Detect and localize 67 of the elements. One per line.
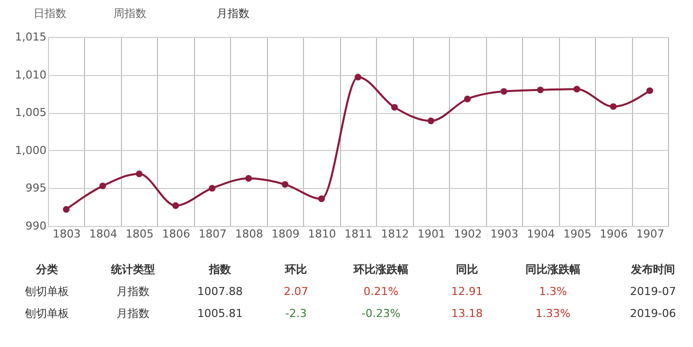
point: [318, 195, 325, 202]
text: 日指数: [34, 7, 66, 20]
point: [610, 103, 617, 110]
x-tick-label: 1809: [272, 228, 300, 240]
text: 12.91: [451, 285, 483, 298]
point: [354, 74, 362, 80]
text: 分类: [35, 263, 58, 276]
x-tick-label: 1805: [126, 228, 154, 240]
point: [245, 175, 252, 182]
text: 刨切单板: [25, 307, 69, 320]
y-tick-label: 1,010: [15, 68, 46, 82]
point: [573, 86, 580, 93]
point: [136, 170, 143, 178]
point: [172, 202, 179, 209]
text: 环比: [284, 263, 307, 276]
x-tick-label: 1804: [89, 228, 118, 240]
y-tick-label: 990: [26, 220, 46, 232]
text: 13.18: [451, 307, 483, 320]
point: [62, 206, 70, 213]
point: [428, 118, 434, 124]
point: [99, 182, 106, 190]
point: [391, 104, 398, 111]
text: 统计类型: [110, 263, 155, 276]
x-tick-label: 1808: [235, 228, 264, 240]
text: 1.3%: [539, 285, 567, 298]
y-tick-label: 1,015: [15, 30, 46, 44]
text: -0.23%: [362, 307, 400, 320]
text: 月指数: [216, 7, 250, 20]
text: 周指数: [114, 7, 146, 20]
point: [208, 184, 216, 192]
text: 2019-07: [630, 285, 676, 298]
x-tick-label: 1803: [52, 228, 81, 240]
x-tick-label: 1906: [600, 228, 628, 240]
y-tick-label: 1,005: [15, 106, 46, 120]
y-tick-label: 1,000: [15, 144, 46, 157]
text: 2019-06: [630, 307, 676, 320]
text: 1.33%: [536, 307, 570, 320]
x-tick-label: 1902: [454, 228, 482, 240]
x-tick-label: 1901: [417, 228, 446, 240]
x-tick-label: 1903: [490, 228, 518, 240]
point: [646, 87, 654, 94]
text: 1007.88: [197, 285, 243, 298]
text: 刨切单板: [25, 285, 69, 298]
x-tick-label: 1812: [380, 228, 409, 240]
text: 0.21%: [364, 285, 398, 298]
x-tick-label: 1806: [162, 228, 190, 240]
text: 指数: [208, 263, 232, 276]
text: 月指数: [116, 285, 150, 298]
point: [464, 96, 471, 102]
x-tick-label: 1810: [308, 228, 336, 240]
x-tick-label: 1905: [563, 228, 592, 240]
point: [282, 181, 288, 188]
x-tick-label: 1907: [636, 228, 664, 240]
text: 同比涨跌幅: [526, 263, 580, 276]
x-tick-label: 1811: [344, 228, 372, 240]
y-tick-label: 995: [26, 182, 46, 195]
text: 2.07: [284, 285, 308, 298]
x-tick-label: 1807: [198, 228, 227, 240]
x-tick-label: 1904: [526, 228, 555, 240]
text: 同比: [456, 263, 478, 276]
text: 发布时间: [630, 263, 675, 276]
text: 1005.81: [197, 307, 243, 320]
point: [500, 88, 508, 95]
text: -2.3: [285, 307, 307, 320]
text: 环比涨跌幅: [352, 263, 408, 276]
point: [537, 86, 544, 94]
text: 月指数: [116, 307, 150, 320]
